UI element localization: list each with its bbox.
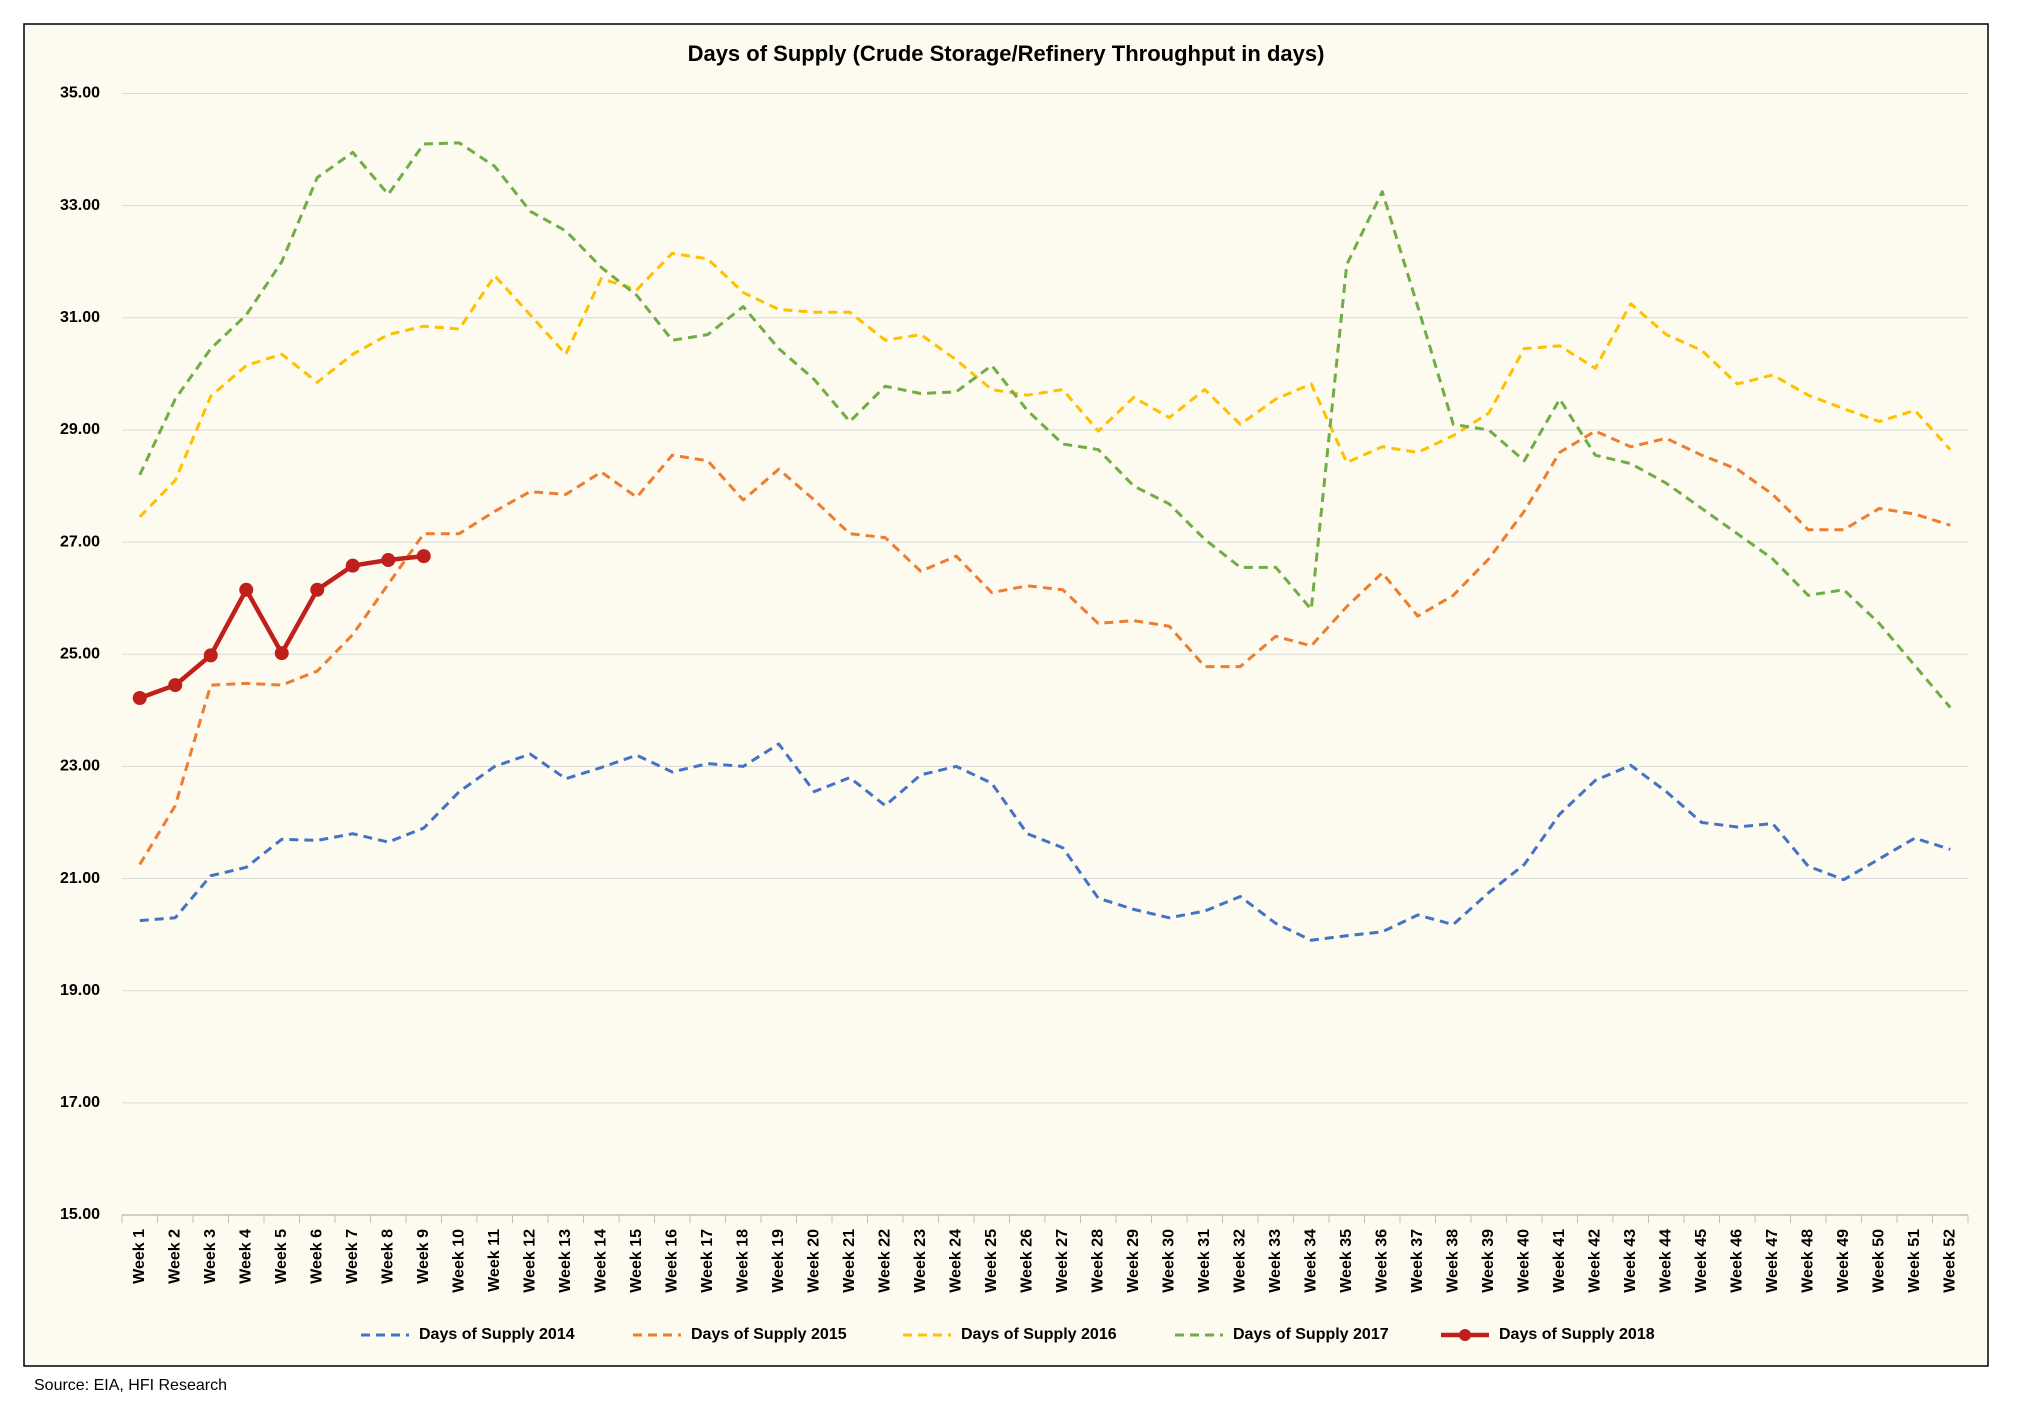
legend-label: Days of Supply 2016 <box>961 1326 1117 1343</box>
point-marker <box>310 582 325 597</box>
point-marker <box>345 558 360 573</box>
y-tick-label: 35.00 <box>60 85 100 102</box>
x-tick-label: Week 14 <box>592 1229 609 1293</box>
x-tick-label: Week 24 <box>947 1229 964 1293</box>
point-marker <box>274 646 289 661</box>
y-tick-label: 21.00 <box>60 870 100 887</box>
x-tick-label: Week 15 <box>628 1229 645 1293</box>
point-marker <box>203 648 218 663</box>
x-tick-label: Week 41 <box>1551 1229 1568 1293</box>
x-tick-label: Week 25 <box>983 1229 1000 1293</box>
x-tick-label: Week 31 <box>1196 1229 1213 1293</box>
x-tick-label: Week 2 <box>166 1229 183 1284</box>
y-tick-label: 27.00 <box>60 533 100 550</box>
legend-label: Days of Supply 2014 <box>419 1326 575 1343</box>
x-tick-label: Week 19 <box>770 1229 787 1293</box>
x-tick-label: Week 4 <box>237 1229 254 1284</box>
x-tick-label: Week 37 <box>1409 1229 1426 1293</box>
x-tick-label: Week 36 <box>1373 1229 1390 1293</box>
x-tick-label: Week 32 <box>1231 1229 1248 1293</box>
x-tick-label: Week 34 <box>1302 1229 1319 1293</box>
y-tick-label: 23.00 <box>60 758 100 775</box>
x-tick-label: Week 43 <box>1622 1229 1639 1293</box>
x-tick-label: Week 17 <box>699 1229 716 1293</box>
y-tick-label: 25.00 <box>60 645 100 662</box>
x-tick-label: Week 9 <box>415 1229 432 1284</box>
x-tick-label: Week 49 <box>1835 1229 1852 1293</box>
y-tick-label: 29.00 <box>60 421 100 438</box>
point-marker <box>168 678 183 693</box>
x-tick-label: Week 10 <box>450 1229 467 1293</box>
x-tick-label: Week 47 <box>1764 1229 1781 1293</box>
legend-marker <box>1459 1329 1471 1341</box>
x-tick-label: Week 51 <box>1906 1229 1923 1293</box>
x-tick-label: Week 35 <box>1338 1229 1355 1293</box>
point-marker <box>132 690 147 705</box>
x-tick-label: Week 7 <box>344 1229 361 1284</box>
x-tick-label: Week 8 <box>379 1229 396 1284</box>
x-tick-label: Week 6 <box>308 1229 325 1284</box>
source-note: Source: EIA, HFI Research <box>34 1377 227 1394</box>
x-tick-label: Week 44 <box>1657 1229 1674 1293</box>
x-tick-label: Week 38 <box>1444 1229 1461 1293</box>
x-tick-label: Week 3 <box>202 1229 219 1284</box>
x-tick-label: Week 28 <box>1089 1229 1106 1293</box>
x-tick-label: Week 39 <box>1480 1229 1497 1293</box>
point-marker <box>239 582 254 597</box>
x-tick-label: Week 1 <box>131 1229 148 1284</box>
x-tick-label: Week 26 <box>1018 1229 1035 1293</box>
y-tick-label: 17.00 <box>60 1094 100 1111</box>
x-tick-label: Week 40 <box>1515 1229 1532 1293</box>
x-tick-label: Week 21 <box>841 1229 858 1293</box>
x-tick-label: Week 5 <box>273 1229 290 1284</box>
point-marker <box>416 549 431 564</box>
x-tick-label: Week 27 <box>1054 1229 1071 1293</box>
x-tick-label: Week 33 <box>1267 1229 1284 1293</box>
y-tick-label: 15.00 <box>60 1206 100 1223</box>
x-tick-label: Week 13 <box>557 1229 574 1293</box>
x-tick-label: Week 46 <box>1728 1229 1745 1293</box>
x-tick-label: Week 29 <box>1125 1229 1142 1293</box>
series-line <box>138 251 1952 518</box>
chart-frame <box>23 23 1989 1367</box>
series-line <box>138 429 1951 866</box>
legend-label: Days of Supply 2017 <box>1233 1326 1389 1343</box>
x-tick-label: Week 20 <box>805 1229 822 1293</box>
x-tick-label: Week 45 <box>1693 1229 1710 1293</box>
x-tick-label: Week 30 <box>1160 1229 1177 1293</box>
x-tick-label: Week 50 <box>1870 1229 1887 1293</box>
series-line <box>139 742 1951 942</box>
legend-label: Days of Supply 2015 <box>691 1326 847 1343</box>
legend-label: Days of Supply 2018 <box>1499 1326 1655 1343</box>
x-tick-label: Week 23 <box>912 1229 929 1293</box>
x-tick-label: Week 18 <box>734 1229 751 1293</box>
x-tick-label: Week 42 <box>1586 1229 1603 1293</box>
y-tick-label: 31.00 <box>60 309 100 326</box>
x-tick-label: Week 48 <box>1799 1229 1816 1293</box>
x-tick-label: Week 11 <box>486 1229 503 1292</box>
x-tick-label: Week 12 <box>521 1229 538 1293</box>
chart-title: Days of Supply (Crude Storage/Refinery T… <box>688 41 1325 66</box>
x-tick-label: Week 16 <box>663 1229 680 1293</box>
x-tick-label: Week 22 <box>876 1229 893 1293</box>
y-tick-label: 33.00 <box>60 197 100 214</box>
point-marker <box>381 553 396 568</box>
y-tick-label: 19.00 <box>60 982 100 999</box>
x-tick-label: Week 52 <box>1941 1229 1958 1293</box>
series-line <box>138 141 1952 709</box>
